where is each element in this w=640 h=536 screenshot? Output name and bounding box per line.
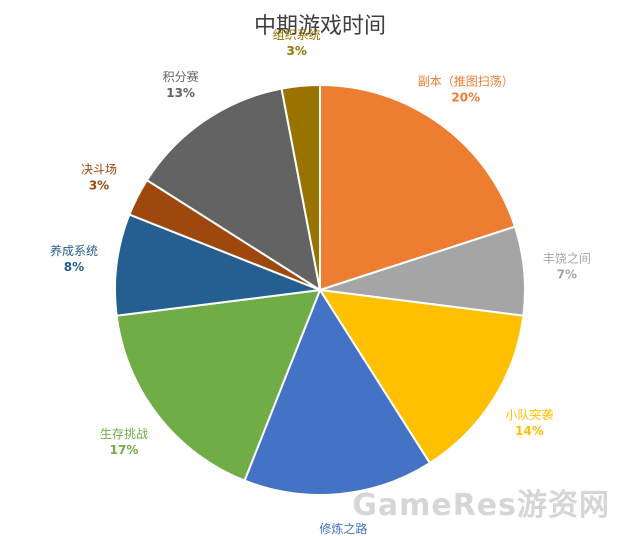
label-name-survival: 生存挑战 [100,427,148,441]
label-name-cultivation: 修炼之路 [319,521,367,536]
label-value-survival: 17% [110,443,139,457]
label-name-squad-raid: 小队突袭 [505,407,553,422]
slice-squad-raid [318,288,525,465]
label-value-squad-raid: 14% [515,424,544,438]
slice-points-race [145,87,322,293]
label-value-duel: 3% [89,178,109,192]
label-value-abundance: 7% [557,268,577,282]
label-value-dungeon: 20% [451,90,480,104]
slice-cultivation [243,287,432,496]
chart-title: 中期游戏时间 [253,14,386,39]
label-value-points-race: 13% [166,86,195,100]
label-value-organization: 3% [286,44,306,58]
label-name-duel: 决斗场 [81,162,117,176]
label-name-points-race: 积分赛 [163,69,199,84]
label-name-nurture: 养成系统 [50,243,98,258]
slice-organization [280,83,321,291]
label-name-dungeon: 副本（推图扫荡） [418,74,514,88]
label-name-organization: 组织系统 [273,28,321,42]
slice-survival [115,288,322,482]
label-value-nurture: 8% [64,260,84,274]
watermark: GameRes游资网 [352,488,610,523]
slice-nurture [114,213,321,317]
label-name-abundance: 丰饶之间 [543,252,591,266]
slice-dungeon [319,83,517,292]
